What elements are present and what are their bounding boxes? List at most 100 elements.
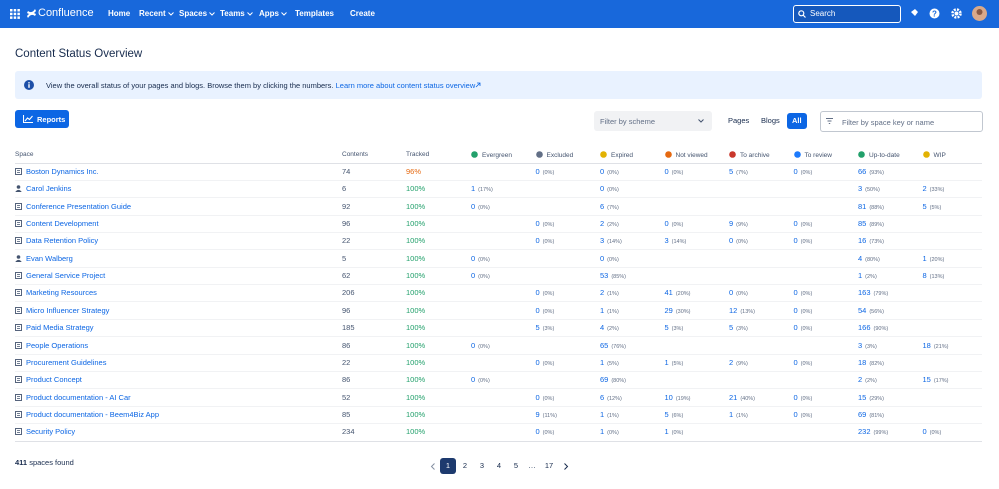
status-count[interactable]: 69 xyxy=(858,410,866,419)
reports-button[interactable]: Reports xyxy=(15,110,69,128)
page-button[interactable]: 1 xyxy=(440,458,456,474)
status-count[interactable]: 0 xyxy=(794,323,798,332)
status-count[interactable]: 166 xyxy=(858,323,871,332)
settings[interactable] xyxy=(951,8,962,19)
nav-item[interactable]: Teams xyxy=(220,9,253,18)
status-count[interactable]: 3 xyxy=(665,236,669,245)
status-count[interactable]: 0 xyxy=(536,306,540,315)
status-count[interactable]: 1 xyxy=(729,410,733,419)
status-count[interactable]: 66 xyxy=(858,167,866,176)
status-count[interactable]: 0 xyxy=(536,288,540,297)
prev-page[interactable] xyxy=(430,463,436,470)
status-count[interactable]: 1 xyxy=(600,410,604,419)
status-count[interactable]: 1 xyxy=(665,427,669,436)
status-count[interactable]: 0 xyxy=(729,288,733,297)
status-count[interactable]: 85 xyxy=(858,219,866,228)
status-count[interactable]: 0 xyxy=(471,254,475,263)
status-count[interactable]: 9 xyxy=(729,219,733,228)
nav-item[interactable]: Home xyxy=(108,9,130,18)
status-count[interactable]: 0 xyxy=(665,167,669,176)
space-name[interactable]: Conference Presentation Guide xyxy=(26,202,131,211)
status-count[interactable]: 0 xyxy=(665,219,669,228)
space-name[interactable]: Product Concept xyxy=(26,375,82,384)
status-count[interactable]: 21 xyxy=(729,393,737,402)
status-count[interactable]: 1 xyxy=(600,358,604,367)
product-name[interactable]: Confluence xyxy=(38,7,94,19)
status-count[interactable]: 1 xyxy=(858,271,862,280)
space-name[interactable]: Boston Dynamics Inc. xyxy=(26,167,99,176)
status-count[interactable]: 3 xyxy=(858,341,862,350)
space-name[interactable]: Content Development xyxy=(26,219,99,228)
status-count[interactable]: 0 xyxy=(794,410,798,419)
status-count[interactable]: 0 xyxy=(536,167,540,176)
space-name[interactable]: People Operations xyxy=(26,341,88,350)
space-name[interactable]: Product documentation - Beem4Biz App xyxy=(26,410,159,419)
space-name[interactable]: Marketing Resources xyxy=(26,288,97,297)
status-count[interactable]: 3 xyxy=(858,184,862,193)
tab[interactable]: Pages xyxy=(723,113,754,129)
status-count[interactable]: 0 xyxy=(794,219,798,228)
status-count[interactable]: 0 xyxy=(794,306,798,315)
status-count[interactable]: 2 xyxy=(600,288,604,297)
status-count[interactable]: 0 xyxy=(923,427,927,436)
status-count[interactable]: 54 xyxy=(858,306,866,315)
status-count[interactable]: 0 xyxy=(471,271,475,280)
app-switcher[interactable] xyxy=(10,9,20,19)
status-count[interactable]: 2 xyxy=(729,358,733,367)
page-button[interactable]: 4 xyxy=(491,458,507,474)
status-count[interactable]: 10 xyxy=(665,393,673,402)
status-count[interactable]: 4 xyxy=(858,254,862,263)
status-count[interactable]: 5 xyxy=(665,323,669,332)
page-button[interactable]: 2 xyxy=(457,458,473,474)
status-count[interactable]: 0 xyxy=(794,288,798,297)
space-name[interactable]: Product documentation - AI Car xyxy=(26,393,131,402)
status-count[interactable]: 15 xyxy=(858,393,866,402)
next-page[interactable] xyxy=(563,463,569,470)
status-count[interactable]: 5 xyxy=(729,323,733,332)
status-count[interactable]: 5 xyxy=(729,167,733,176)
status-count[interactable]: 0 xyxy=(794,393,798,402)
status-count[interactable]: 0 xyxy=(536,236,540,245)
status-count[interactable]: 15 xyxy=(923,375,931,384)
status-count[interactable]: 5 xyxy=(536,323,540,332)
status-count[interactable]: 2 xyxy=(858,375,862,384)
status-count[interactable]: 0 xyxy=(536,427,540,436)
nav-item[interactable]: Recent xyxy=(139,9,174,18)
space-name[interactable]: Procurement Guidelines xyxy=(26,358,106,367)
status-count[interactable]: 41 xyxy=(665,288,673,297)
status-count[interactable]: 0 xyxy=(536,358,540,367)
nav-item[interactable]: Templates xyxy=(295,9,334,18)
status-count[interactable]: 1 xyxy=(600,306,604,315)
page-button[interactable]: 3 xyxy=(474,458,490,474)
status-count[interactable]: 65 xyxy=(600,341,608,350)
status-count[interactable]: 1 xyxy=(471,184,475,193)
status-count[interactable]: 0 xyxy=(471,202,475,211)
status-count[interactable]: 8 xyxy=(923,271,927,280)
status-count[interactable]: 53 xyxy=(600,271,608,280)
status-count[interactable]: 0 xyxy=(536,219,540,228)
space-name[interactable]: Micro Influencer Strategy xyxy=(26,306,109,315)
status-count[interactable]: 163 xyxy=(858,288,871,297)
status-count[interactable]: 0 xyxy=(600,184,604,193)
status-count[interactable]: 2 xyxy=(923,184,927,193)
space-name[interactable]: Security Policy xyxy=(26,427,75,436)
status-count[interactable]: 1 xyxy=(923,254,927,263)
status-count[interactable]: 0 xyxy=(471,375,475,384)
notifications[interactable] xyxy=(908,8,919,19)
space-name[interactable]: Evan Walberg xyxy=(26,254,73,263)
space-filter[interactable]: Filter by space key or name xyxy=(820,111,983,132)
status-count[interactable]: 0 xyxy=(729,236,733,245)
status-count[interactable]: 3 xyxy=(600,236,604,245)
nav-item[interactable]: Spaces xyxy=(179,9,215,18)
search-box[interactable]: Search xyxy=(793,5,901,23)
status-count[interactable]: 232 xyxy=(858,427,871,436)
status-count[interactable]: 18 xyxy=(858,358,866,367)
status-count[interactable]: 18 xyxy=(923,341,931,350)
status-count[interactable]: 1 xyxy=(665,358,669,367)
space-name[interactable]: Data Retention Policy xyxy=(26,236,98,245)
status-count[interactable]: 0 xyxy=(794,358,798,367)
status-count[interactable]: 5 xyxy=(923,202,927,211)
avatar[interactable] xyxy=(972,6,987,21)
status-count[interactable]: 29 xyxy=(665,306,673,315)
status-count[interactable]: 6 xyxy=(600,393,604,402)
